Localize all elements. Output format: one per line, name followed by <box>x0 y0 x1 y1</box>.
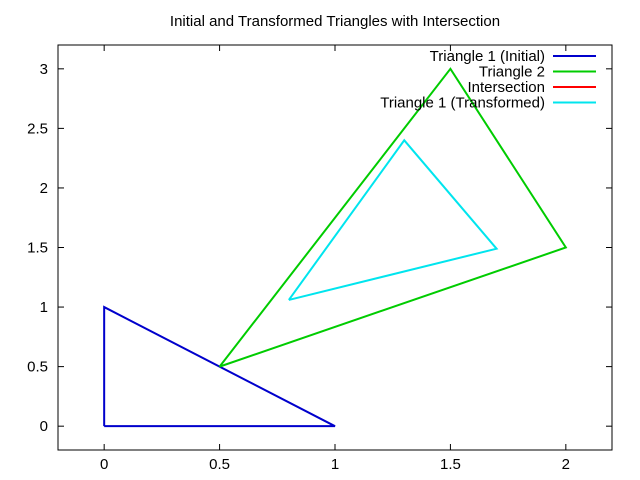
axis-ticks: 0 0.5 1 1.5 2 0 0.5 1 1.5 2 2.5 3 <box>27 45 612 473</box>
legend: Triangle 1 (Initial)Triangle 2Intersecti… <box>380 48 596 112</box>
legend-label: Triangle 1 (Transformed) <box>380 95 545 112</box>
y-tick-label: 2.5 <box>27 120 48 137</box>
series-line-4 <box>288 138 499 301</box>
x-tick-label: 1 <box>331 456 339 473</box>
x-tick-label: 0.5 <box>209 456 230 473</box>
series-line-2 <box>218 67 568 368</box>
legend-label: Triangle 1 (Initial) <box>430 48 545 65</box>
x-tick-label: 1.5 <box>440 456 461 473</box>
y-tick-label: 0 <box>40 418 48 435</box>
legend-label: Intersection <box>467 79 545 96</box>
chart-title: Initial and Transformed Triangles with I… <box>170 13 500 30</box>
legend-label: Triangle 2 <box>479 64 545 81</box>
y-tick-label: 2 <box>40 180 48 197</box>
x-tick-label: 2 <box>562 456 570 473</box>
y-tick-label: 3 <box>40 61 48 78</box>
series-line-1 <box>103 305 336 428</box>
series-layer <box>103 67 568 428</box>
y-tick-label: 0.5 <box>27 359 48 376</box>
x-tick-label: 0 <box>100 456 108 473</box>
y-tick-label: 1.5 <box>27 240 48 257</box>
y-tick-label: 1 <box>40 299 48 316</box>
